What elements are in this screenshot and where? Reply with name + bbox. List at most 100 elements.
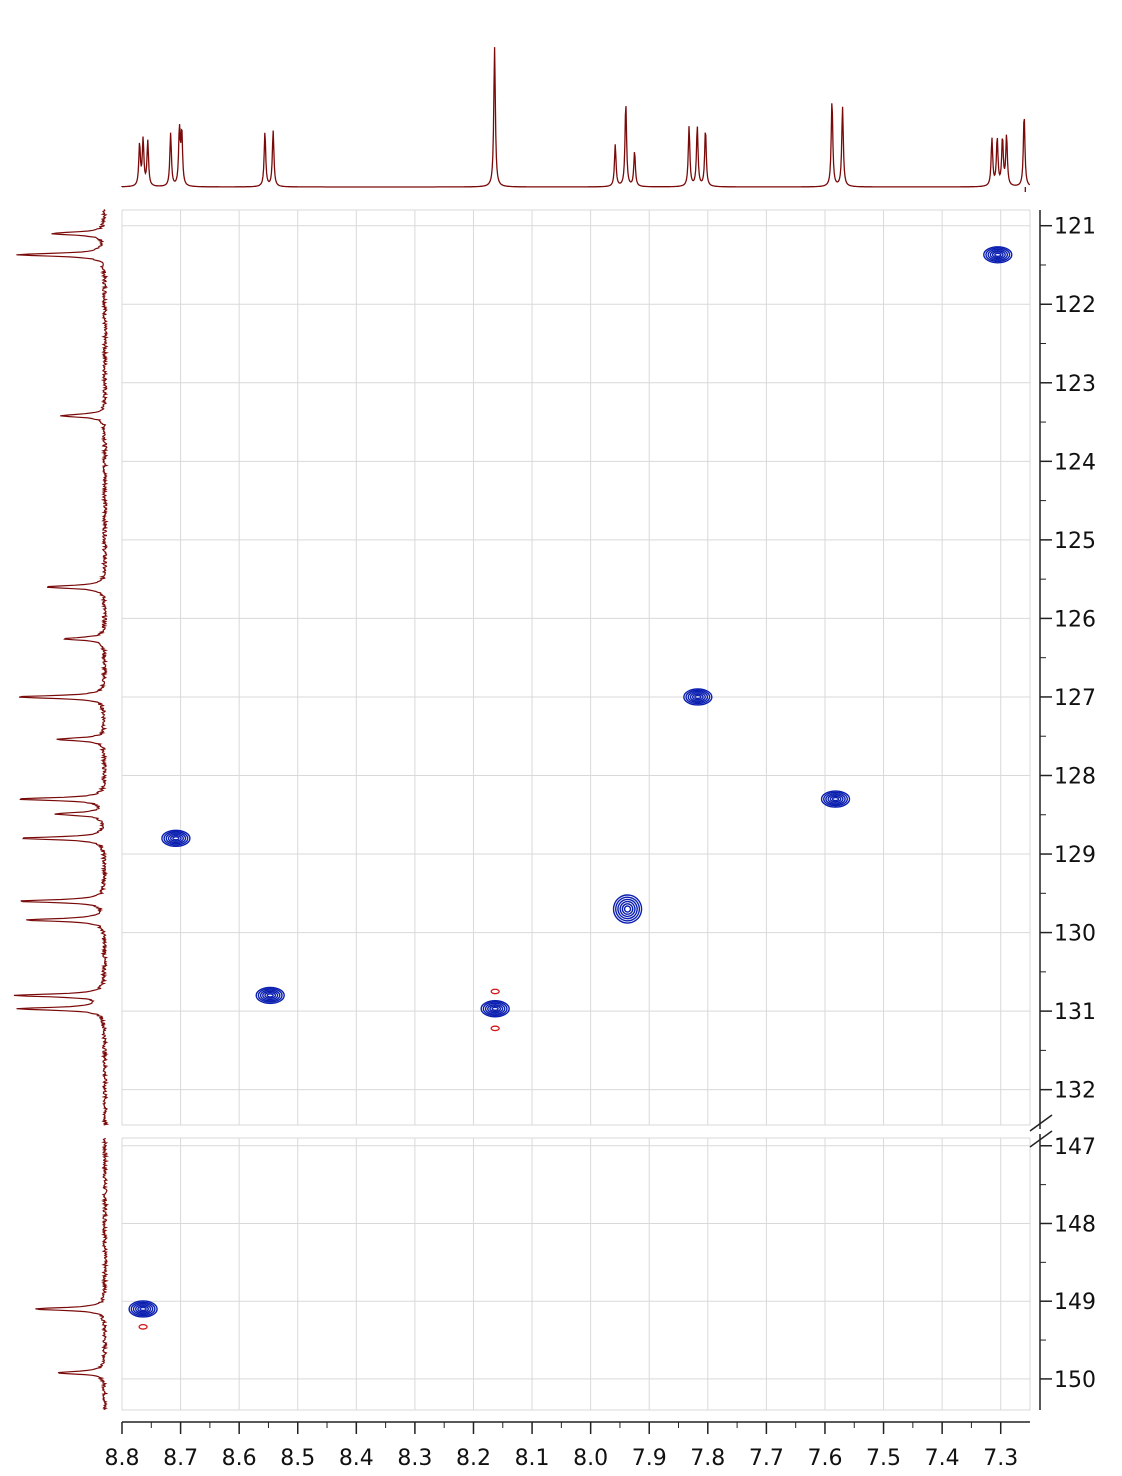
cross-peak-contour — [262, 990, 279, 1001]
cross-peak — [480, 1000, 510, 1018]
cross-peak-contour — [482, 1001, 508, 1017]
x-tick-label: 8.5 — [280, 1446, 315, 1471]
cross-peak-contour — [989, 249, 1006, 260]
y-tick-label: 130 — [1054, 922, 1096, 947]
y-tick-label: 147 — [1054, 1135, 1096, 1160]
cross-peak-contour — [139, 1306, 147, 1312]
x-tick-label: 8.8 — [105, 1446, 140, 1471]
cross-peak-contour — [827, 794, 844, 804]
cross-peak-contour — [257, 988, 283, 1003]
cross-peak-contour — [161, 829, 191, 848]
x-tick-label: 7.5 — [866, 1446, 901, 1471]
cross-peak-contour — [128, 1300, 158, 1318]
cross-peak-contour — [137, 1305, 149, 1313]
cross-peak-contour — [621, 903, 634, 915]
axis-layer — [121, 210, 1053, 1434]
cross-peak-contour — [130, 1301, 156, 1317]
y-tick-label: 126 — [1054, 607, 1096, 632]
cross-peak-contour — [259, 989, 281, 1002]
proton-projection-spectrum — [121, 47, 1031, 192]
y-tick-label: 127 — [1054, 686, 1096, 711]
cross-peak-contour — [694, 694, 702, 700]
x-tick-label: 7.9 — [632, 1446, 667, 1471]
tick-label-layer: 8.8 8.7 8.6 8.5 8.4 8.3 8.2 8.1 8.0 7.9 7.8 7.7 7.6 7… — [105, 215, 1097, 1471]
proton-projection-trace — [121, 47, 1031, 188]
cross-peak — [683, 688, 713, 706]
x-tick-label: 8.2 — [456, 1446, 491, 1471]
cross-peak-contour — [691, 693, 704, 701]
cross-peak-contour — [489, 1005, 502, 1013]
cross-peak-contour — [491, 1006, 499, 1011]
x-tick-label: 8.0 — [573, 1446, 608, 1471]
cross-peak-contour — [991, 251, 1004, 259]
cross-peak-contour — [134, 1304, 152, 1314]
negative-contour — [490, 1025, 500, 1032]
cross-peak-contour — [687, 690, 709, 704]
carbon-projection-spectrum — [13, 209, 110, 1411]
x-tick-label: 8.1 — [515, 1446, 550, 1471]
cross-peak-contour — [132, 1302, 154, 1316]
carbon-projection-trace-upper — [13, 209, 110, 1126]
x-tick-label: 8.6 — [222, 1446, 257, 1471]
cross-peak-contour — [823, 791, 849, 807]
y-tick-label: 131 — [1054, 1000, 1096, 1025]
x-tick-label: 8.7 — [163, 1446, 198, 1471]
x-tick-label: 7.8 — [690, 1446, 725, 1471]
cross-peak-contour — [994, 252, 1002, 257]
cross-peak-contour — [169, 834, 182, 842]
y-tick-label: 128 — [1054, 764, 1096, 789]
cross-peak-contour — [172, 836, 180, 841]
cross-peak — [820, 790, 851, 808]
cross-peak-layer — [128, 246, 1013, 1330]
cross-peak-contour — [264, 991, 277, 999]
x-tick-label: 8.3 — [397, 1446, 432, 1471]
cross-peak-contour — [825, 792, 846, 806]
cross-peak-contour — [163, 830, 189, 846]
cross-peak-contour — [615, 896, 641, 922]
y-tick-label: 129 — [1054, 843, 1096, 868]
cross-peak — [255, 986, 285, 1005]
x-tick-label: 7.3 — [983, 1446, 1018, 1471]
cross-peak-contour — [619, 900, 636, 918]
cross-peak — [128, 1300, 158, 1318]
x-tick-label: 8.4 — [339, 1446, 374, 1471]
y-tick-label: 125 — [1054, 529, 1096, 554]
cross-peak-contour — [985, 247, 1011, 263]
upper-panel-frame — [121, 209, 1031, 1126]
x-tick-label: 7.7 — [749, 1446, 784, 1471]
cross-peak-contour — [623, 905, 632, 913]
y-tick-label: 123 — [1054, 372, 1096, 397]
cross-peak-contour — [266, 993, 274, 998]
cross-peak-contour — [484, 1002, 506, 1015]
axis-break-mark — [1029, 1114, 1053, 1132]
cross-peak-contour — [165, 832, 187, 845]
y-tick-label: 148 — [1054, 1212, 1096, 1237]
cross-peak-contour — [685, 689, 711, 705]
cross-peak-contour — [987, 248, 1009, 261]
cross-peak-contour — [617, 898, 638, 920]
y-tick-label: 132 — [1054, 1079, 1096, 1104]
cross-peak-contour — [487, 1003, 504, 1014]
cross-peak-contour — [480, 1000, 510, 1018]
y-tick-label: 122 — [1054, 293, 1096, 318]
y-tick-label: 149 — [1054, 1290, 1096, 1315]
cross-peak — [161, 829, 191, 848]
axis-break-mark — [1029, 1130, 1053, 1148]
cross-peak-contour — [255, 986, 285, 1005]
lower-panel-frame — [121, 1137, 1031, 1411]
cross-peak-contour — [829, 795, 842, 803]
y-tick-label: 121 — [1054, 215, 1096, 240]
negative-contour — [138, 1323, 148, 1330]
grid-layer — [121, 209, 1031, 1411]
carbon-projection-trace-lower — [35, 1137, 110, 1411]
x-tick-label: 7.4 — [925, 1446, 960, 1471]
cross-peak-contour — [167, 833, 184, 844]
y-tick-label: 124 — [1054, 450, 1096, 475]
cross-peak-contour — [612, 894, 643, 924]
cross-peak — [612, 894, 643, 924]
cross-peak-contour — [820, 790, 851, 808]
cross-peak-contour — [689, 692, 706, 702]
negative-contour — [490, 988, 500, 995]
x-tick-label: 7.6 — [807, 1446, 842, 1471]
